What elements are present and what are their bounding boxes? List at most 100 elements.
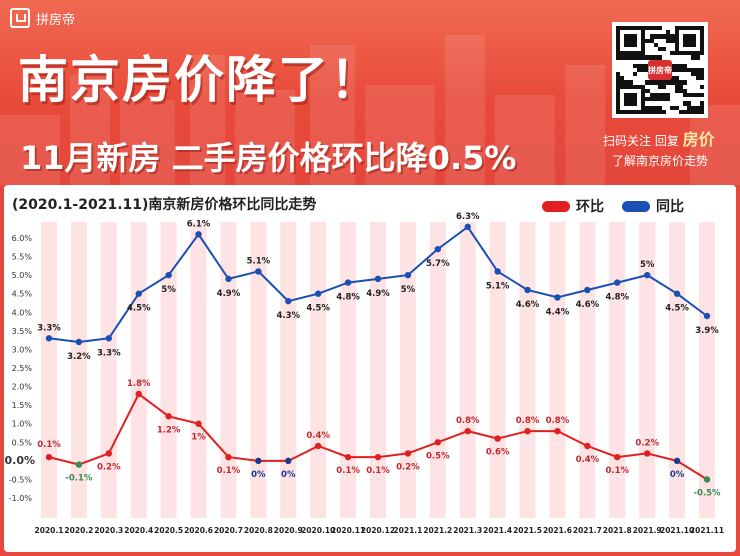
- yoy-data-label: 5%: [640, 260, 655, 270]
- qr-module: [691, 55, 696, 60]
- qr-module: [641, 55, 646, 60]
- mom-point: [494, 435, 501, 442]
- qr-module: [616, 51, 621, 56]
- qr-module: [624, 76, 629, 81]
- qr-module: [628, 109, 633, 114]
- mom-data-label: 0%: [251, 470, 266, 480]
- qr-module: [662, 30, 667, 35]
- qr-code-icon: 拼房帝: [612, 22, 708, 118]
- x-tick-label: 2021.10: [660, 526, 694, 535]
- qr-module: [657, 51, 663, 56]
- qr-module: [683, 101, 688, 106]
- qr-module: [620, 63, 625, 68]
- mom-data-label: 0.5%: [426, 451, 450, 461]
- building-shape: [0, 115, 60, 185]
- mom-data-label: 1.8%: [127, 379, 151, 389]
- qr-module: [657, 97, 663, 102]
- yoy-data-label: 4.9%: [217, 289, 241, 299]
- yoy-point: [314, 290, 322, 297]
- qr-module: [687, 88, 692, 93]
- qr-module: [649, 34, 654, 39]
- yoy-point: [195, 231, 202, 238]
- qr-module: [636, 93, 642, 98]
- qr-module: [641, 109, 646, 114]
- qr-module: [662, 97, 667, 102]
- qr-module: [628, 67, 633, 73]
- qr-module: [666, 46, 671, 52]
- qr-module: [641, 88, 646, 93]
- qr-module: [645, 63, 650, 68]
- qr-module: [657, 30, 663, 35]
- qr-module: [666, 30, 671, 35]
- qr-module: [678, 67, 684, 73]
- qr-module: [699, 76, 704, 81]
- qr-module: [691, 63, 696, 68]
- column-band: [130, 222, 147, 518]
- qr-module: [657, 101, 663, 106]
- qr-module: [632, 72, 637, 77]
- qr-module: [666, 105, 671, 110]
- x-tick-label: 2020.6: [184, 526, 213, 535]
- qr-module: [683, 59, 688, 64]
- qr-module: [620, 101, 625, 106]
- qr-module: [641, 67, 646, 73]
- qr-module: [641, 93, 646, 98]
- mom-point: [314, 442, 322, 450]
- y-tick-label: 0.0%: [4, 454, 35, 467]
- qr-module: [636, 80, 642, 85]
- qr-module: [670, 109, 675, 114]
- qr-module: [649, 101, 654, 106]
- qr-module: [645, 97, 650, 102]
- qr-module: [691, 72, 696, 77]
- qr-module: [670, 55, 675, 60]
- qr-module: [666, 55, 671, 60]
- qr-module: [641, 59, 646, 64]
- qr-module: [645, 38, 650, 43]
- mom-point: [374, 453, 382, 461]
- column-band: [41, 222, 57, 518]
- qr-module: [678, 84, 684, 89]
- qr-module: [616, 55, 621, 60]
- qr-module: [662, 101, 667, 106]
- qr-module: [691, 59, 696, 64]
- qr-module: [666, 38, 671, 43]
- qr-module: [674, 34, 679, 39]
- column-band: [519, 222, 536, 518]
- y-tick-label: 3.5%: [12, 327, 33, 336]
- qr-module: [620, 72, 625, 77]
- qr-module: [678, 63, 684, 68]
- qr-module: [616, 59, 621, 64]
- qr-module: [624, 38, 629, 43]
- qr-module: [674, 93, 679, 98]
- qr-module: [641, 38, 646, 43]
- qr-module: [678, 93, 684, 98]
- qr-module: [687, 30, 692, 35]
- qr-module: [674, 80, 679, 85]
- mom-point: [135, 390, 142, 398]
- y-axis-ticks: 6.0% 5.5% 5.0% 4.5% 4.0% 3.5% 3.0% 2.5% 2.0% 1.5%…: [4, 234, 35, 503]
- qr-module: [645, 80, 650, 85]
- qr-module: [657, 55, 663, 60]
- qr-module: [641, 105, 646, 110]
- qr-module: [662, 93, 667, 98]
- qr-module: [678, 26, 684, 31]
- x-tick-label: 2020.1: [35, 526, 64, 535]
- qr-module: [636, 42, 642, 47]
- scan-instruction-2: 了解南京房价走势: [612, 154, 709, 168]
- qr-module: [683, 97, 688, 102]
- qr-module: [645, 101, 650, 106]
- qr-module: [657, 88, 663, 93]
- column-band: [250, 222, 267, 518]
- qr-module: [674, 55, 679, 60]
- qr-module: [683, 51, 688, 56]
- yoy-point: [703, 312, 711, 320]
- x-tick-label: 2020.7: [214, 526, 243, 535]
- qr-module: [649, 51, 654, 56]
- qr-module: [678, 80, 684, 85]
- y-tick-label: 6.0%: [12, 234, 33, 243]
- qr-module: [666, 42, 671, 47]
- qr-module: [670, 38, 675, 43]
- qr-module: [645, 93, 650, 98]
- qr-module: [691, 46, 696, 52]
- qr-module: [657, 109, 663, 114]
